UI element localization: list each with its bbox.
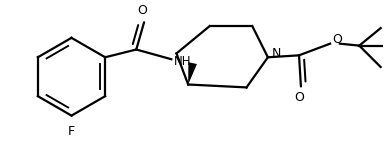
Polygon shape xyxy=(188,62,197,85)
Text: NH: NH xyxy=(174,55,192,68)
Text: O: O xyxy=(332,33,342,46)
Text: O: O xyxy=(137,4,147,17)
Text: N: N xyxy=(272,47,281,60)
Text: F: F xyxy=(68,125,75,138)
Text: O: O xyxy=(294,91,304,104)
